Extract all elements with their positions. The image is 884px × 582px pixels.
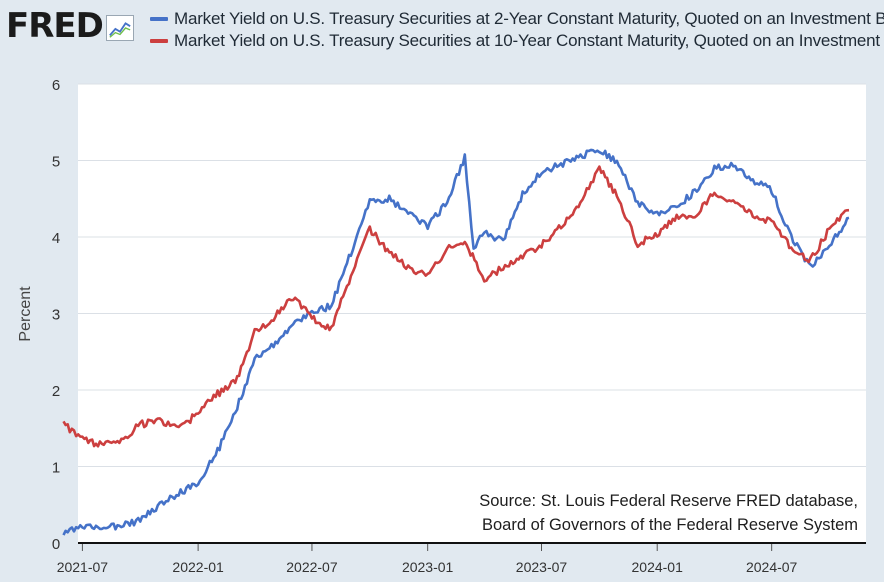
legend-label-10yr: Market Yield on U.S. Treasury Securities…: [174, 31, 884, 50]
series-line-10yr: [62, 165, 850, 448]
x-tick-label: 2022-01: [172, 559, 224, 575]
x-tick-label: 2021-07: [57, 559, 109, 575]
legend-label-2yr: Market Yield on U.S. Treasury Securities…: [174, 9, 884, 28]
source-line-2: Board of Governors of the Federal Reserv…: [481, 516, 858, 534]
y-tick-label: 2: [52, 383, 60, 400]
series-lines: [62, 148, 850, 536]
y-tick-label: 3: [52, 307, 60, 324]
y-axis-label: Percent: [17, 286, 34, 342]
y-tick-label: 5: [52, 154, 60, 171]
fred-logo-text: FRED: [6, 6, 104, 46]
x-tick-label: 2023-01: [402, 559, 454, 575]
y-tick-label: 1: [52, 460, 60, 477]
legend-swatch-2yr: [150, 17, 168, 21]
series-line-2yr: [62, 148, 850, 536]
x-tick-label: 2023-07: [516, 559, 568, 575]
fred-logo[interactable]: FRED: [6, 8, 134, 44]
legend-item-10yr[interactable]: Market Yield on U.S. Treasury Securities…: [150, 30, 884, 52]
x-axis-ticks: 2021-07 2022-01 2022-07 2023-01 2023-07 2024-…: [57, 543, 798, 575]
x-tick-label: 2024-07: [746, 559, 798, 575]
legend-item-2yr[interactable]: Market Yield on U.S. Treasury Securities…: [150, 8, 884, 30]
y-axis-ticks: 0 1 2 3 4 5 6: [52, 77, 60, 553]
line-graph-icon: [105, 15, 134, 41]
x-tick-label: 2022-07: [286, 559, 338, 575]
source-line-1: Source: St. Louis Federal Reserve FRED d…: [479, 492, 858, 510]
legend-swatch-10yr: [150, 39, 168, 43]
y-tick-label: 6: [52, 77, 60, 94]
x-tick-label: 2024-01: [632, 559, 684, 575]
chart-legend: Market Yield on U.S. Treasury Securities…: [150, 8, 884, 52]
y-tick-label: 4: [52, 230, 60, 247]
y-tick-label: 0: [52, 536, 60, 553]
